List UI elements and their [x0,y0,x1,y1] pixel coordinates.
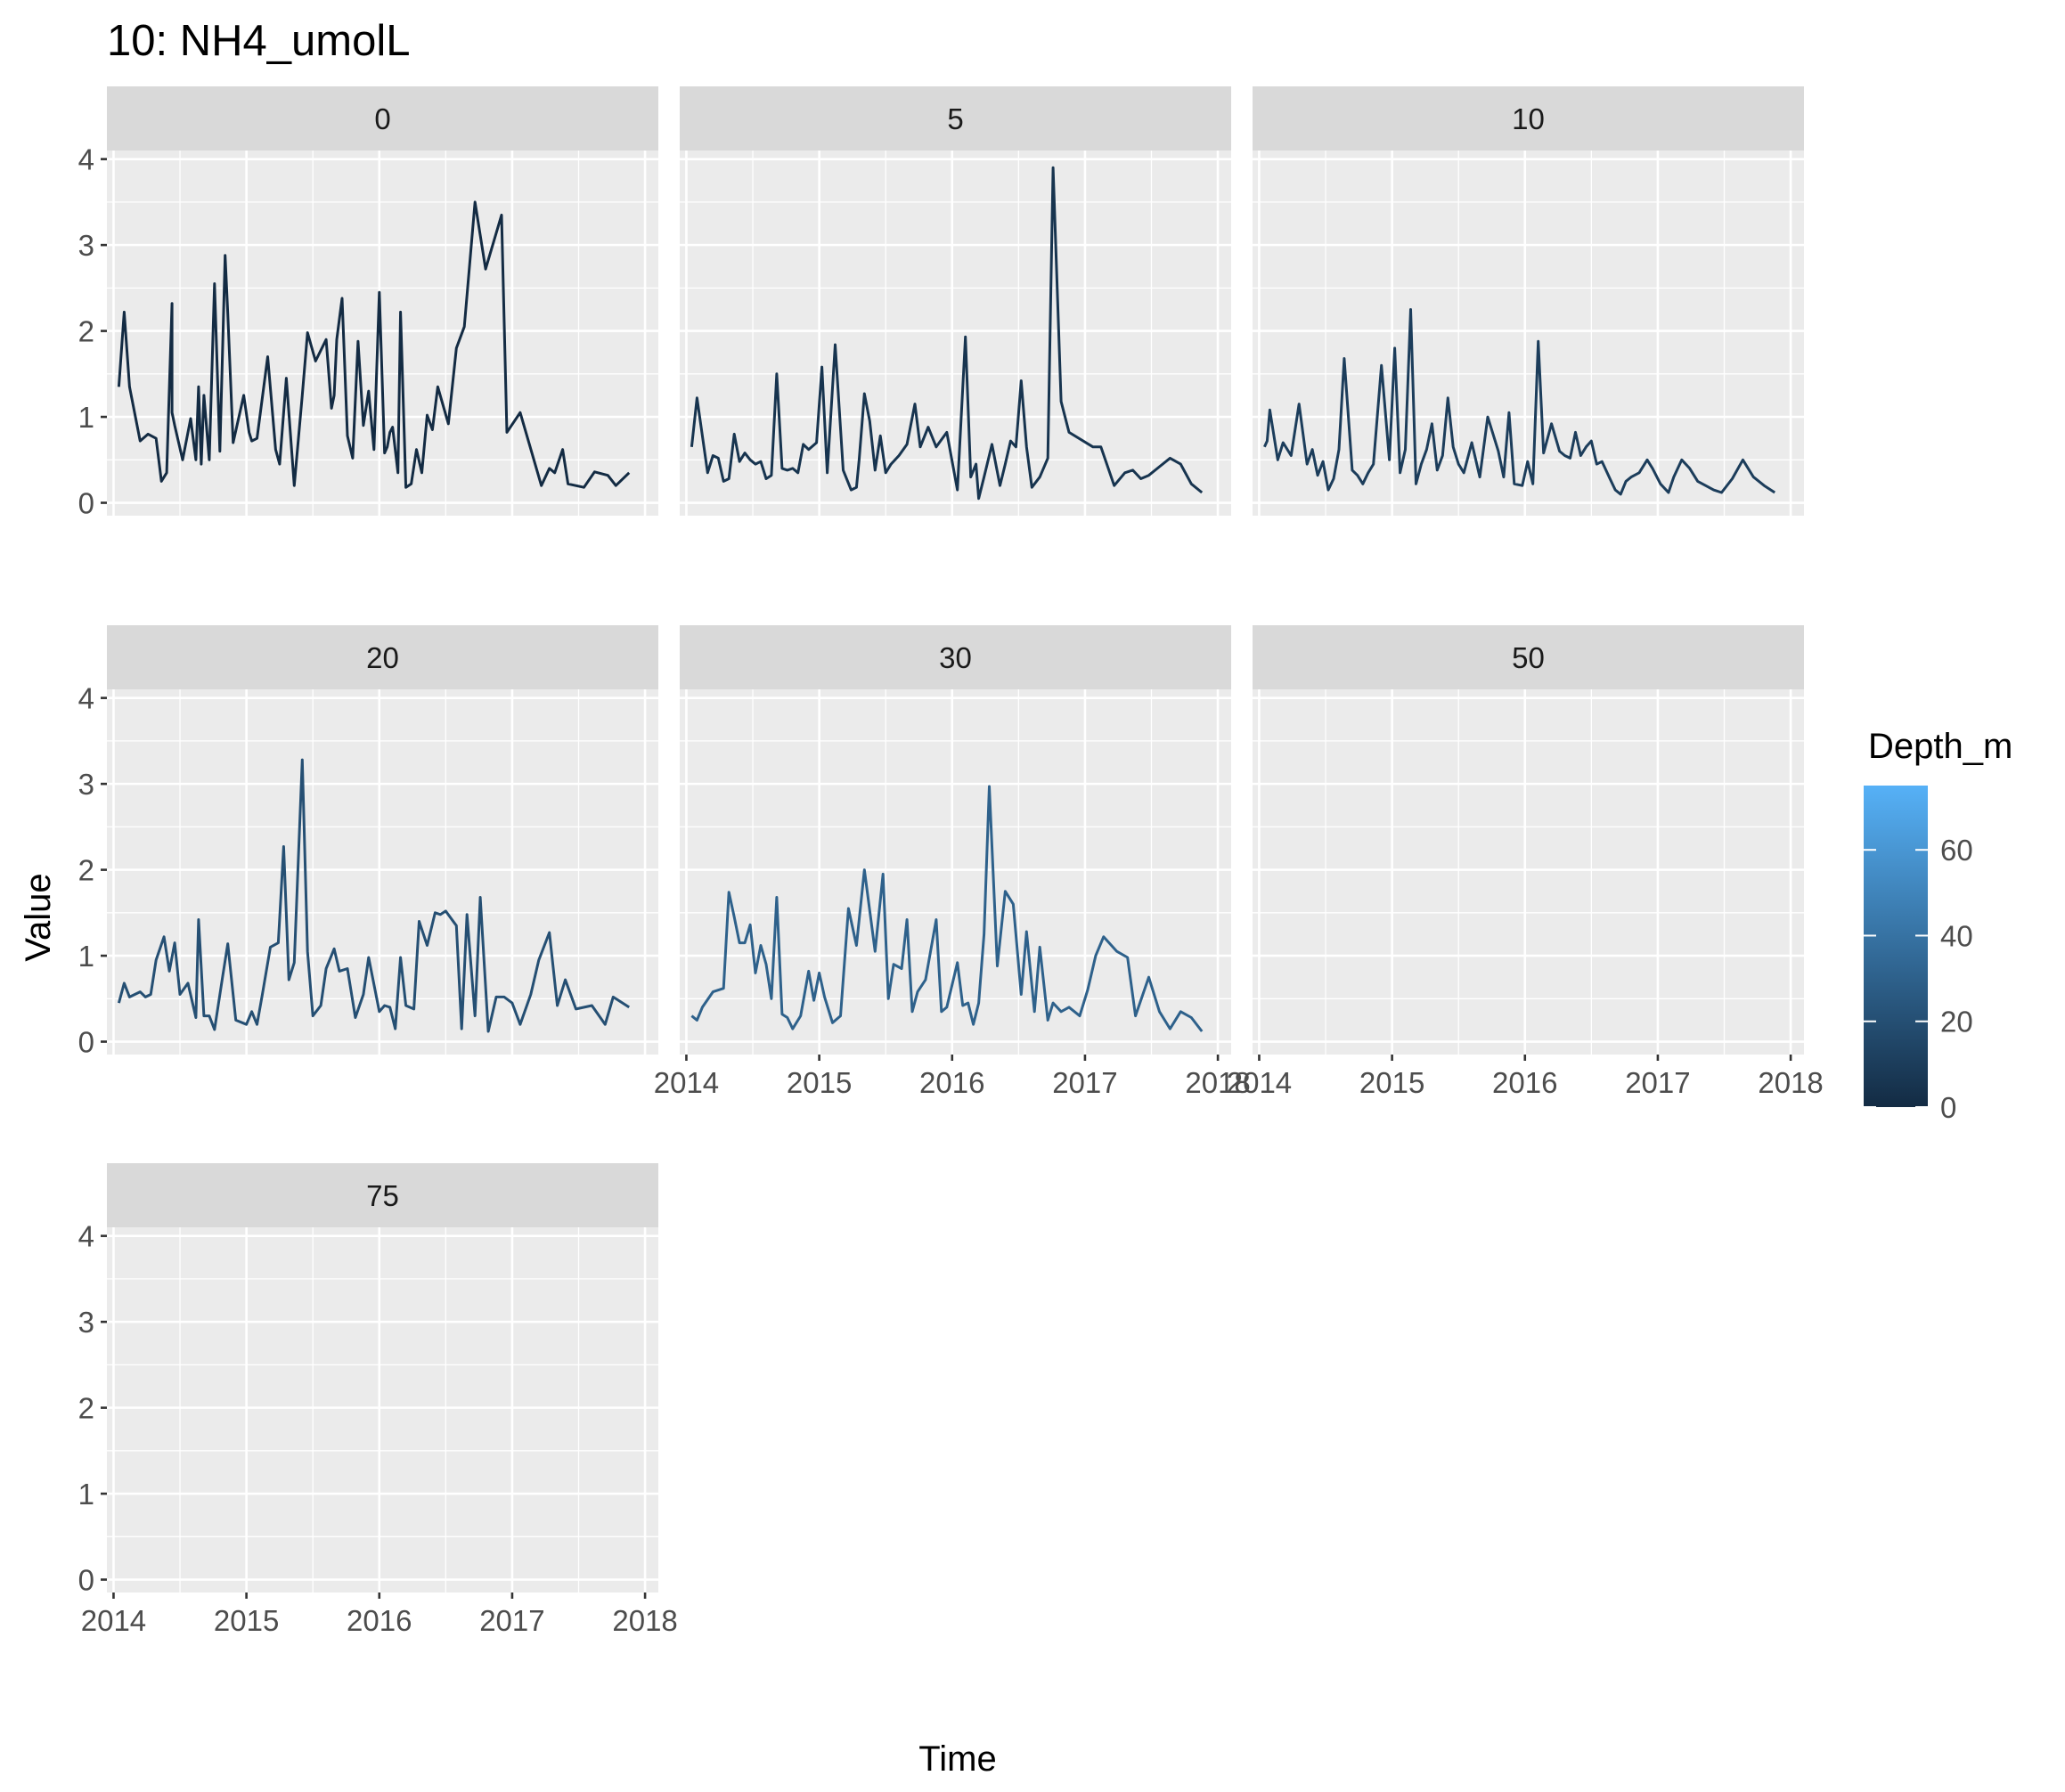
x-axis-title: Time [918,1739,996,1779]
facet-panel: 30 2014 2015 2016 2017 2018 [654,625,1251,1099]
y-tick-label: 1 [78,401,94,434]
panel-background [680,151,1231,516]
facet-strip-label: 5 [947,102,963,135]
x-tick-label: 2015 [214,1604,279,1637]
facet-strip-label: 50 [1512,641,1545,674]
x-tick-label: 2018 [1758,1066,1823,1099]
facet-strip [1253,86,1804,151]
facet-panel: 5 [680,86,1231,516]
x-tick-label: 2015 [787,1066,852,1099]
legend-tick-label: 0 [1940,1091,1956,1124]
facet-strip-label: 30 [939,641,972,674]
legend-tick-label: 40 [1940,919,1973,952]
panel-background [680,689,1231,1055]
x-tick-label: 2018 [612,1604,677,1637]
series-line [690,166,1204,501]
facet-strip [680,86,1231,151]
y-axis-title: Value [19,873,58,961]
x-tick-label: 2016 [919,1066,984,1099]
series-line [690,785,1204,1032]
facet-strip-label: 75 [366,1179,399,1212]
y-tick-label: 1 [78,940,94,973]
x-tick-label: 2017 [479,1604,544,1637]
legend-tick-label: 20 [1940,1006,1973,1039]
y-tick-label: 4 [78,1220,94,1253]
panel-background [107,1227,658,1592]
legend-title: Depth_m [1868,727,2012,766]
facet-panel: 0 0 1 2 3 4 [78,86,658,520]
y-tick-label: 0 [78,1564,94,1597]
x-tick-label: 2016 [1492,1066,1557,1099]
series-line [117,200,631,489]
x-tick-label: 2017 [1625,1066,1690,1099]
x-tick-label: 2016 [347,1604,412,1637]
y-tick-label: 3 [78,768,94,801]
series-line [117,758,631,1033]
x-tick-label: 2018 [1185,1066,1250,1099]
y-tick-label: 0 [78,1026,94,1059]
legend-tick-label: 60 [1940,834,1973,867]
facet-panel: 75 0 1 2 3 4 2014 2015 2016 2017 2018 [78,1163,678,1637]
facet-panel: 10 [1253,86,1804,516]
y-tick-label: 2 [78,1392,94,1425]
facet-strip-label: 20 [366,641,399,674]
facet-strip [107,1163,658,1227]
y-tick-label: 4 [78,143,94,176]
facet-strip-label: 0 [374,102,390,135]
facet-strip [107,625,658,689]
x-tick-label: 2014 [1227,1066,1292,1099]
x-tick-label: 2014 [81,1604,146,1637]
facet-panel: 20 0 1 2 3 4 [78,625,658,1059]
legend-colorbar [1864,786,1928,1107]
panel-background [1253,689,1804,1055]
panel-background [1253,151,1804,516]
facet-strip [107,86,658,151]
x-tick-label: 2014 [654,1066,719,1099]
panel-background [107,689,658,1055]
y-tick-label: 3 [78,229,94,262]
facet-strip [680,625,1231,689]
legend-ticks: 0 20 40 60 [1864,834,1973,1124]
x-tick-label: 2017 [1052,1066,1117,1099]
facet-strip [1253,625,1804,689]
y-tick-label: 2 [78,315,94,348]
y-tick-label: 3 [78,1306,94,1339]
y-tick-label: 1 [78,1478,94,1511]
facet-strip-label: 10 [1512,102,1545,135]
series-line [1263,308,1776,496]
chart-title: 10: NH4_umolL [107,17,410,65]
y-tick-label: 2 [78,854,94,887]
facet-panel: 50 2014 2015 2016 2017 2018 [1227,625,1824,1099]
y-tick-label: 4 [78,682,94,715]
depth-legend: Depth_m 0 20 40 60 [1864,727,2012,1124]
x-tick-label: 2015 [1359,1066,1424,1099]
panel-background [107,151,658,516]
y-tick-label: 0 [78,487,94,520]
